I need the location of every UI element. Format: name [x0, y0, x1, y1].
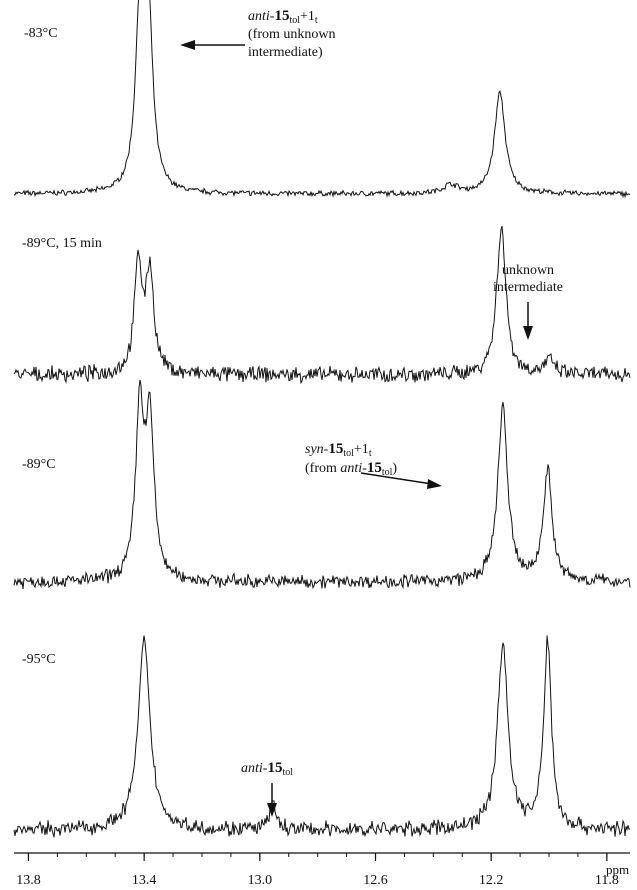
annotation-text: - — [262, 761, 268, 776]
x-tick-label: 13.8 — [16, 873, 41, 888]
annotation-text: tol — [282, 767, 294, 778]
arrow-head-unknown — [523, 326, 533, 340]
x-tick-label: 13.0 — [248, 873, 273, 888]
annotation-text: 15 — [274, 8, 290, 24]
annotation-text: +1 — [353, 442, 369, 457]
arrow-line-syn — [360, 472, 433, 485]
annotation-text: anti — [340, 461, 363, 476]
annotation-syn: syn-15tol+1t — [305, 441, 372, 459]
annotation-text: anti — [241, 761, 263, 776]
x-tick-label: 13.4 — [132, 873, 157, 888]
annotation-text: anti — [248, 9, 270, 24]
annotation-text: tol — [343, 448, 354, 459]
annotation-anti: anti-15tol — [241, 760, 294, 778]
x-tick-label: 12.2 — [479, 873, 504, 888]
annotation-text: tol — [289, 15, 301, 26]
annotation-anti-from-unknown: anti-15tol+1t — [248, 8, 318, 26]
annotation-unknown-line2: intermediate — [493, 280, 563, 295]
arrow-head-syn — [427, 479, 442, 489]
annotation-text: (from — [305, 461, 341, 476]
x-tick-label: 12.6 — [363, 873, 388, 888]
spectrum-trace-0 — [13, 0, 631, 199]
spectrum-trace-3 — [13, 635, 631, 838]
annotation-syn-line2: (from anti-15tol) — [305, 460, 398, 478]
annotation-text: - — [323, 442, 329, 457]
annotation-text: 15 — [267, 760, 283, 776]
annotation-text: +1 — [300, 9, 315, 24]
annotation-unknown-line1: unknown — [501, 263, 555, 278]
spectra-group — [13, 0, 631, 838]
annotation-text: - — [269, 9, 275, 24]
annotation-text: 15 — [328, 441, 344, 457]
annotation-text: t — [314, 15, 318, 26]
x-axis-ticks: 13.8 13.4 13.0 12.6 12.2 11.8 — [16, 853, 619, 888]
arrow-head-anti — [267, 803, 277, 817]
annotation-arrows — [180, 40, 533, 817]
arrow-head-a83 — [180, 40, 195, 50]
annotation-text: - — [362, 461, 367, 476]
series-label-83: -83°C — [24, 26, 58, 41]
series-label-89-15min: -89°C, 15 min — [22, 236, 102, 251]
annotation-text: syn — [305, 442, 324, 457]
series-label-89: -89°C — [22, 457, 56, 472]
annotation-text: tol — [381, 467, 393, 478]
spectrum-trace-2 — [13, 379, 631, 590]
series-label-95: -95°C — [22, 652, 56, 667]
annotation-text: 15 — [366, 460, 382, 476]
x-axis-unit: ppm — [606, 862, 630, 877]
annotation-anti-from-unknown-line3: intermediate) — [248, 45, 323, 60]
spectrum-trace-1 — [13, 225, 631, 385]
x-tick-label: 11.8 — [595, 873, 619, 888]
annotation-anti-from-unknown-line2: (from unknown — [248, 27, 336, 42]
annotation-text: t — [368, 448, 372, 459]
annotation-text: ) — [392, 461, 398, 476]
x-axis: 13.8 13.4 13.0 12.6 12.2 11.8 — [14, 852, 630, 888]
